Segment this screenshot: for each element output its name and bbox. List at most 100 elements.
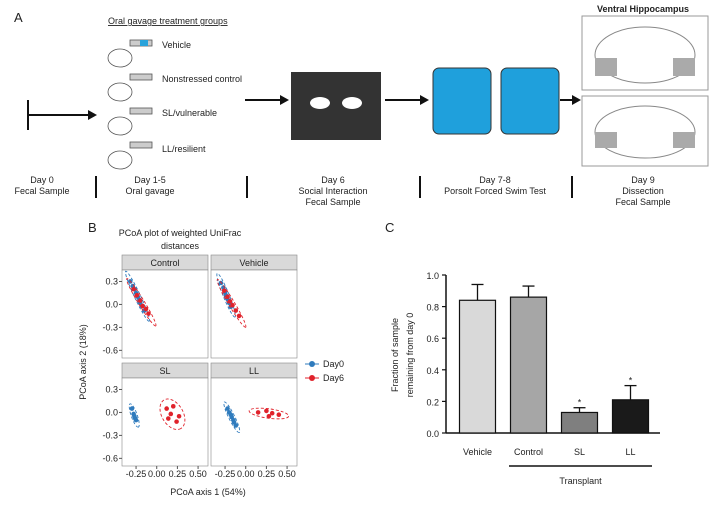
legend-label: Day6	[323, 373, 344, 383]
x-tick-label: Vehicle	[463, 447, 492, 457]
group-label: Vehicle	[162, 40, 191, 50]
x-tick-label: 0.50	[189, 469, 207, 479]
brain-section	[581, 95, 709, 167]
step-text: Social Interaction	[298, 186, 367, 196]
brain-outline	[594, 26, 696, 84]
x-axis-label: PCoA axis 1 (54%)	[170, 487, 246, 497]
x-tick-label: -0.25	[215, 469, 236, 479]
panel-label: A	[14, 10, 23, 25]
x-tick-label: Control	[514, 447, 543, 457]
confidence-ellipse	[216, 279, 247, 328]
point	[225, 406, 230, 411]
facet-title: SL	[159, 366, 170, 376]
y-tick-label: 0.3	[105, 384, 118, 394]
point	[164, 406, 169, 411]
x-tick-label: 0.00	[148, 469, 166, 479]
group-label: Transplant	[559, 476, 602, 486]
facet-panel	[210, 377, 298, 467]
facet-panel	[210, 269, 298, 359]
significance-marker: *	[578, 398, 582, 408]
point	[233, 423, 239, 428]
x-tick-label: 0.25	[258, 469, 276, 479]
point	[255, 410, 261, 415]
confidence-ellipse	[124, 270, 150, 322]
point	[276, 412, 282, 418]
arrowhead	[420, 95, 429, 105]
chart-title: distances	[161, 241, 200, 251]
legend-label: Day0	[323, 359, 344, 369]
x-tick-label: LL	[625, 447, 635, 457]
arrowhead	[572, 95, 581, 105]
social-box	[291, 72, 381, 140]
y-tick-label: 0.3	[105, 276, 118, 286]
y-axis-label: Fraction of sample	[390, 318, 400, 392]
y-tick-label: 0.0	[105, 407, 118, 417]
point	[264, 408, 269, 414]
point	[225, 294, 230, 300]
step-day: Day 9	[631, 175, 655, 185]
point	[137, 298, 143, 303]
point	[233, 308, 239, 313]
hippocampus	[595, 58, 617, 76]
mouse	[310, 97, 330, 109]
point	[266, 413, 272, 419]
point	[174, 419, 179, 424]
point	[134, 292, 140, 298]
group-label: SL/vulnerable	[162, 108, 217, 118]
point	[146, 311, 151, 316]
brain-title: Ventral Hippocampus	[597, 4, 689, 14]
timeline-separators	[95, 176, 573, 198]
treatment-title: Oral gavage treatment groups	[108, 16, 228, 26]
point	[143, 306, 149, 312]
y-tick-label: 0.6	[426, 334, 439, 344]
point	[170, 404, 176, 409]
point	[221, 288, 227, 293]
x-tick-label: 0.25	[169, 469, 187, 479]
point	[131, 286, 136, 292]
panel-label: C	[385, 220, 394, 235]
y-tick-label: -0.6	[102, 453, 118, 463]
y-tick-label: -0.6	[102, 345, 118, 355]
arrowhead	[88, 110, 97, 120]
arrowhead	[280, 95, 289, 105]
y-tick-label: 1.0	[426, 271, 439, 281]
confidence-ellipse	[128, 403, 140, 428]
step-text: Oral gavage	[125, 186, 174, 196]
bar	[458, 299, 497, 434]
facet-panel	[121, 269, 209, 359]
point	[166, 416, 171, 421]
confidence-ellipse	[126, 278, 157, 327]
syringe-fill	[140, 40, 148, 46]
x-tick-label: -0.25	[126, 469, 147, 479]
y-tick-label: 0.0	[105, 299, 118, 309]
step-day: Day 6	[321, 175, 345, 185]
beaker	[432, 67, 492, 135]
panel-label: B	[88, 220, 97, 235]
chart-title: PCoA plot of weighted UniFrac	[119, 228, 242, 238]
point	[133, 417, 139, 423]
point	[176, 413, 182, 419]
step-day: Day 7-8	[479, 175, 511, 185]
step-text: Dissection	[622, 186, 664, 196]
group-label: LL/resilient	[162, 144, 206, 154]
group-label: Nonstressed control	[162, 74, 242, 84]
y-tick-label: 0.0	[426, 429, 439, 439]
y-tick-label: 0.8	[426, 303, 439, 313]
mouse	[342, 97, 362, 109]
mouse-icons	[107, 39, 153, 170]
step-text: Fecal Sample	[14, 186, 69, 196]
step-text: Porsolt Forced Swim Test	[444, 186, 546, 196]
y-tick-label: 0.4	[426, 366, 439, 376]
point	[140, 303, 145, 309]
x-tick-label: 0.00	[237, 469, 255, 479]
x-tick-label: SL	[574, 447, 585, 457]
confidence-ellipse	[159, 398, 186, 430]
step-text: Fecal Sample	[615, 197, 670, 207]
step-day: Day 1-5	[134, 175, 166, 185]
point	[269, 410, 275, 416]
step-day: Day 0	[30, 175, 54, 185]
y-axis-label: PCoA axis 2 (18%)	[78, 324, 88, 400]
y-tick-label: -0.3	[102, 430, 118, 440]
